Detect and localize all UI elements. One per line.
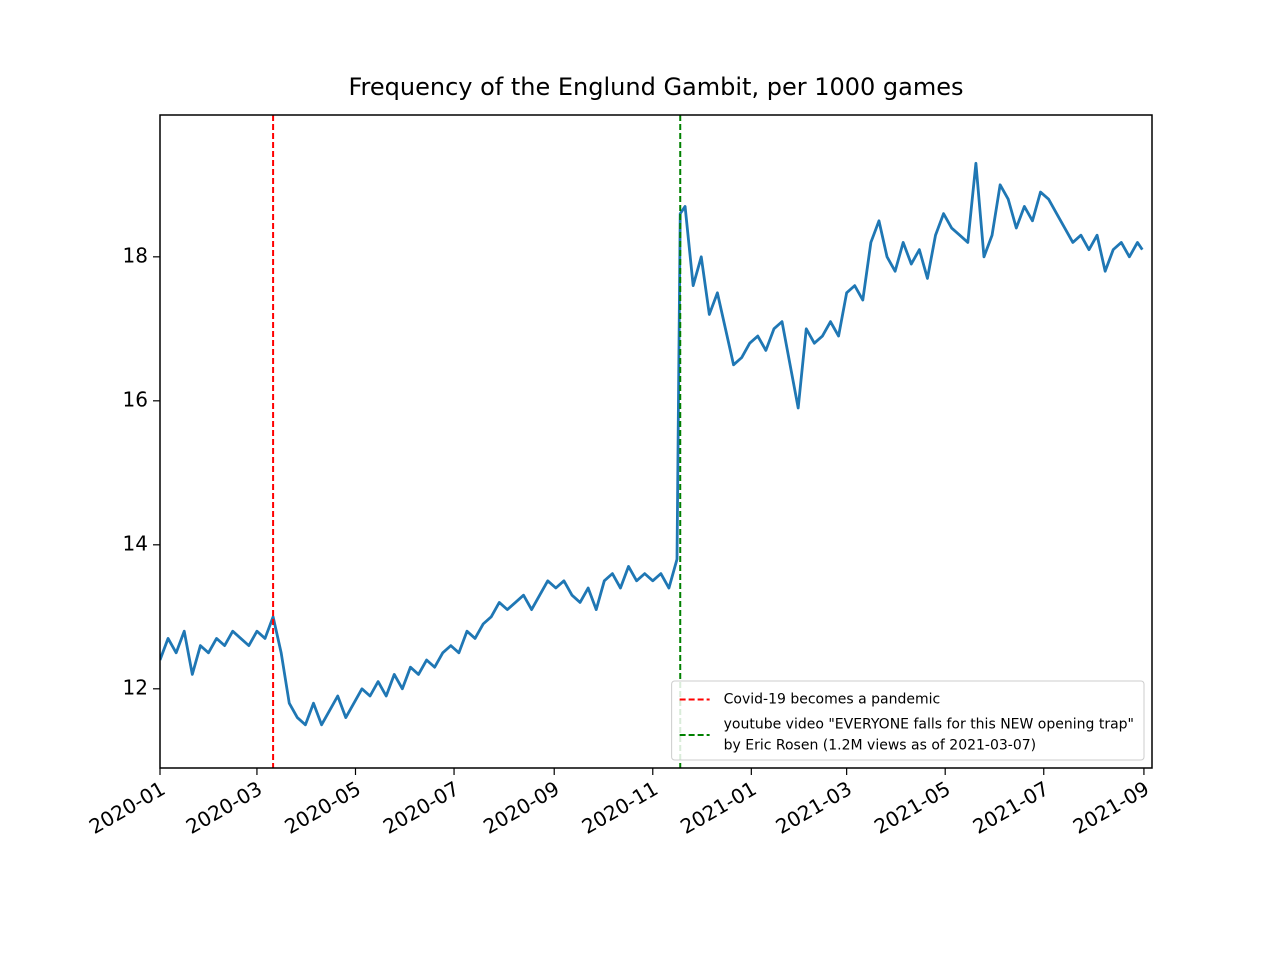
chart-title: Frequency of the Englund Gambit, per 100… — [349, 73, 964, 101]
legend-box — [671, 680, 1145, 761]
x-tick-label: 2021-01 — [676, 776, 760, 839]
y-tick-label: 16 — [123, 387, 148, 411]
plot-frame — [159, 114, 1153, 769]
x-tick-label: 2020-05 — [280, 776, 364, 839]
series-line — [160, 161, 1144, 727]
legend-label: Covid-19 becomes a pandemic — [724, 692, 941, 708]
y-tick-label: 14 — [123, 531, 148, 555]
legend-label: youtube video "EVERYONE falls for this N… — [724, 717, 1134, 733]
x-tick-label: 2020-11 — [578, 776, 662, 839]
x-tick-label: 2020-07 — [379, 776, 463, 839]
legend: Covid-19 becomes a pandemic youtube video… — [671, 680, 1145, 761]
y-tick-label: 12 — [123, 675, 148, 699]
x-tick-label: 2020-01 — [85, 776, 169, 839]
x-tick-label: 2021-05 — [870, 776, 954, 839]
x-tick-label: 2020-09 — [479, 776, 563, 839]
x-tick-label: 2020-03 — [182, 776, 266, 839]
x-tick-label: 2021-07 — [969, 776, 1053, 839]
x-tick-label: 2021-09 — [1069, 776, 1153, 839]
legend-label: by Eric Rosen (1.2M views as of 2021-03-… — [724, 738, 1036, 754]
y-tick-label: 18 — [123, 243, 148, 267]
x-tick-label: 2021-03 — [772, 776, 856, 839]
